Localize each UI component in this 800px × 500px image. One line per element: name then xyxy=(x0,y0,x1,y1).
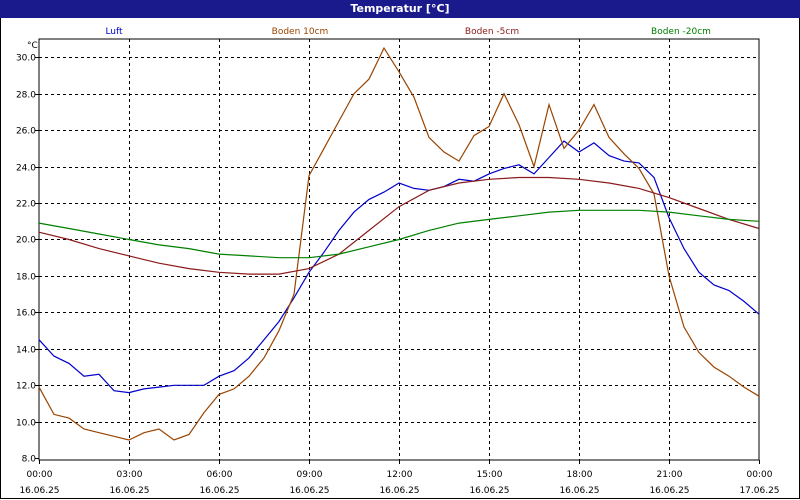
series-line-boden-5cm xyxy=(38,176,760,275)
y-tick-label: 30.0 xyxy=(16,54,36,64)
y-tick-label: 14.0 xyxy=(16,346,36,356)
legend-item: Boden -20cm xyxy=(651,27,711,37)
legend-item: Boden -5cm xyxy=(465,27,519,37)
x-tick-time: 06:00 xyxy=(207,470,233,480)
y-tick-label: 20.0 xyxy=(16,236,36,246)
x-tick-date: 16.06.25 xyxy=(469,486,509,496)
x-tick-date: 17.06.25 xyxy=(739,486,779,496)
y-tick-label: 26.0 xyxy=(16,127,36,137)
x-tick-time: 09:00 xyxy=(297,470,323,480)
series-line-boden-10cm xyxy=(38,46,760,441)
x-tick-time: 00:00 xyxy=(747,470,773,480)
x-tick-date: 16.06.25 xyxy=(19,486,59,496)
x-tick-time: 18:00 xyxy=(567,470,593,480)
legend-item: Luft xyxy=(105,27,123,37)
y-tick-label: 28.0 xyxy=(16,91,36,101)
x-tick-date: 16.06.25 xyxy=(649,486,689,496)
chart-title: Temperatur [°C] xyxy=(0,0,800,18)
x-tick-time: 15:00 xyxy=(477,470,503,480)
x-tick-date: 16.06.25 xyxy=(109,486,149,496)
x-tick-time: 21:00 xyxy=(657,470,683,480)
y-tick-label: 10.0 xyxy=(16,419,36,429)
x-tick-date: 16.06.25 xyxy=(379,486,419,496)
series-lines xyxy=(38,46,760,441)
x-tick-time: 00:00 xyxy=(27,470,53,480)
y-tick-label: 12.0 xyxy=(16,382,36,392)
y-tick-label: 16.0 xyxy=(16,309,36,319)
x-tick-time: 12:00 xyxy=(387,470,413,480)
y-tick-label: 18.0 xyxy=(16,273,36,283)
y-axis-ticks: 8.0 10.0 12.0 14.0 16.0 18.0 20.0 22.0 24.0 26.0 2… xyxy=(16,54,36,465)
y-axis-unit: °C xyxy=(27,41,38,51)
y-tick-label: 22.0 xyxy=(16,200,36,210)
legend-item: Boden 10cm xyxy=(272,27,329,37)
series-line-boden-20cm xyxy=(38,209,760,259)
x-tick-date: 16.06.25 xyxy=(289,486,329,496)
legend: Luft Boden 10cm Boden -5cm Boden -20cm xyxy=(105,27,711,37)
grid xyxy=(35,39,760,464)
x-tick-time: 03:00 xyxy=(117,470,143,480)
x-tick-date: 16.06.25 xyxy=(559,486,599,496)
y-tick-label: 8.0 xyxy=(22,455,37,465)
y-tick-label: 24.0 xyxy=(16,164,36,174)
plot-area xyxy=(38,38,760,461)
x-axis-ticks: 00:00 16.06.25 03:00 16.06.25 06:00 16.06.25 0… xyxy=(19,470,779,496)
series-line-luft xyxy=(38,140,760,394)
x-tick-date: 16.06.25 xyxy=(199,486,239,496)
